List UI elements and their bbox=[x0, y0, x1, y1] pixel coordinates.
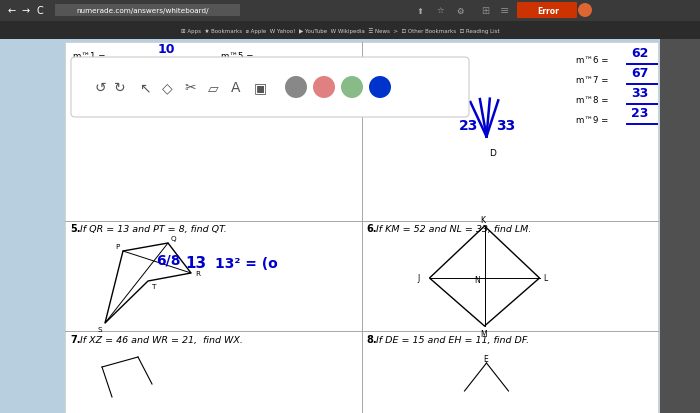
Text: ▣: ▣ bbox=[253, 81, 267, 95]
FancyBboxPatch shape bbox=[517, 3, 577, 19]
Circle shape bbox=[285, 77, 307, 99]
Text: ←: ← bbox=[8, 6, 16, 16]
Text: L: L bbox=[543, 273, 547, 282]
Text: 23: 23 bbox=[631, 107, 649, 120]
Text: K: K bbox=[480, 216, 486, 224]
Text: M: M bbox=[480, 329, 487, 338]
Text: N: N bbox=[475, 275, 480, 284]
Text: m™7 =: m™7 = bbox=[221, 88, 253, 97]
Text: P: P bbox=[115, 243, 120, 249]
Text: m™4 =: m™4 = bbox=[73, 106, 106, 115]
Text: 72: 72 bbox=[158, 61, 176, 74]
Text: ✂: ✂ bbox=[184, 81, 196, 95]
Text: 6.: 6. bbox=[367, 223, 377, 233]
Text: 8.: 8. bbox=[367, 334, 377, 344]
Text: 33: 33 bbox=[631, 87, 649, 100]
Text: 13² = (o: 13² = (o bbox=[215, 256, 278, 271]
Text: ⊞: ⊞ bbox=[481, 6, 489, 16]
Bar bbox=[0, 22, 700, 40]
Bar bbox=[65, 43, 658, 413]
Text: S: S bbox=[97, 326, 102, 332]
Text: If KM = 52 and NL = 33, find LM.: If KM = 52 and NL = 33, find LM. bbox=[377, 224, 532, 233]
Text: m™8 =: m™8 = bbox=[577, 96, 609, 105]
Bar bbox=[55, 5, 240, 17]
Circle shape bbox=[313, 77, 335, 99]
Text: 6/8: 6/8 bbox=[156, 252, 181, 266]
Text: If QR = 13 and PT = 8, find QT.: If QR = 13 and PT = 8, find QT. bbox=[80, 224, 227, 233]
Text: ↺: ↺ bbox=[94, 81, 106, 95]
Bar bbox=[660, 0, 700, 413]
Text: 40: 40 bbox=[158, 97, 176, 110]
Text: J: J bbox=[417, 273, 420, 282]
Text: 62: 62 bbox=[631, 47, 649, 60]
Text: 67: 67 bbox=[631, 67, 649, 80]
Text: 47: 47 bbox=[158, 79, 176, 92]
Text: Error: Error bbox=[537, 7, 559, 15]
Text: A: A bbox=[231, 81, 241, 95]
Text: 10: 10 bbox=[158, 43, 176, 56]
Circle shape bbox=[578, 4, 592, 18]
Text: ⬆: ⬆ bbox=[416, 7, 424, 15]
Text: ⊞ Apps  ★ Bookmarks  ⌀ Apple  W Yahoo!  ▶ YouTube  W Wikipedia  ☰ News  >  ⊡ Oth: ⊞ Apps ★ Bookmarks ⌀ Apple W Yahoo! ▶ Yo… bbox=[181, 28, 499, 34]
Text: m™6 =: m™6 = bbox=[221, 70, 253, 79]
Text: 13: 13 bbox=[185, 255, 206, 271]
Text: ⚙: ⚙ bbox=[456, 7, 463, 15]
Text: 23: 23 bbox=[458, 118, 478, 132]
Text: numerade.com/answers/whiteboard/: numerade.com/answers/whiteboard/ bbox=[77, 8, 209, 14]
Text: 7.: 7. bbox=[70, 334, 80, 344]
Text: m™7 =: m™7 = bbox=[577, 76, 609, 85]
Circle shape bbox=[369, 77, 391, 99]
Text: 5.: 5. bbox=[70, 223, 80, 233]
Text: If DE = 15 and EH = 11, find DF.: If DE = 15 and EH = 11, find DF. bbox=[377, 335, 530, 344]
Text: ☆: ☆ bbox=[436, 7, 444, 15]
Text: D: D bbox=[489, 148, 496, 157]
FancyBboxPatch shape bbox=[71, 58, 469, 118]
Text: 33: 33 bbox=[496, 118, 516, 132]
Text: ↻: ↻ bbox=[114, 81, 126, 95]
Text: ≡: ≡ bbox=[500, 6, 510, 16]
Text: m™3 =: m™3 = bbox=[73, 88, 106, 97]
Text: ◇: ◇ bbox=[162, 81, 172, 95]
Circle shape bbox=[341, 77, 363, 99]
Text: m™6 =: m™6 = bbox=[577, 56, 609, 65]
Text: m™9 =: m™9 = bbox=[577, 116, 609, 125]
Text: ▱: ▱ bbox=[208, 81, 218, 95]
Text: R: R bbox=[195, 271, 200, 276]
Text: If XZ = 46 and WR = 21,  find WX.: If XZ = 46 and WR = 21, find WX. bbox=[80, 335, 243, 344]
Text: 47: 47 bbox=[305, 61, 323, 74]
Text: m™1 =: m™1 = bbox=[73, 52, 106, 61]
Text: T: T bbox=[152, 283, 156, 289]
Text: →: → bbox=[22, 6, 30, 16]
Bar bbox=[0, 0, 700, 22]
Text: ↖: ↖ bbox=[139, 81, 150, 95]
Text: m™2 =: m™2 = bbox=[73, 70, 106, 79]
Text: C: C bbox=[36, 6, 43, 16]
Text: m™5 =: m™5 = bbox=[221, 52, 253, 61]
Text: E: E bbox=[484, 354, 489, 363]
Text: 43: 43 bbox=[305, 79, 323, 92]
Text: Q: Q bbox=[171, 235, 176, 242]
